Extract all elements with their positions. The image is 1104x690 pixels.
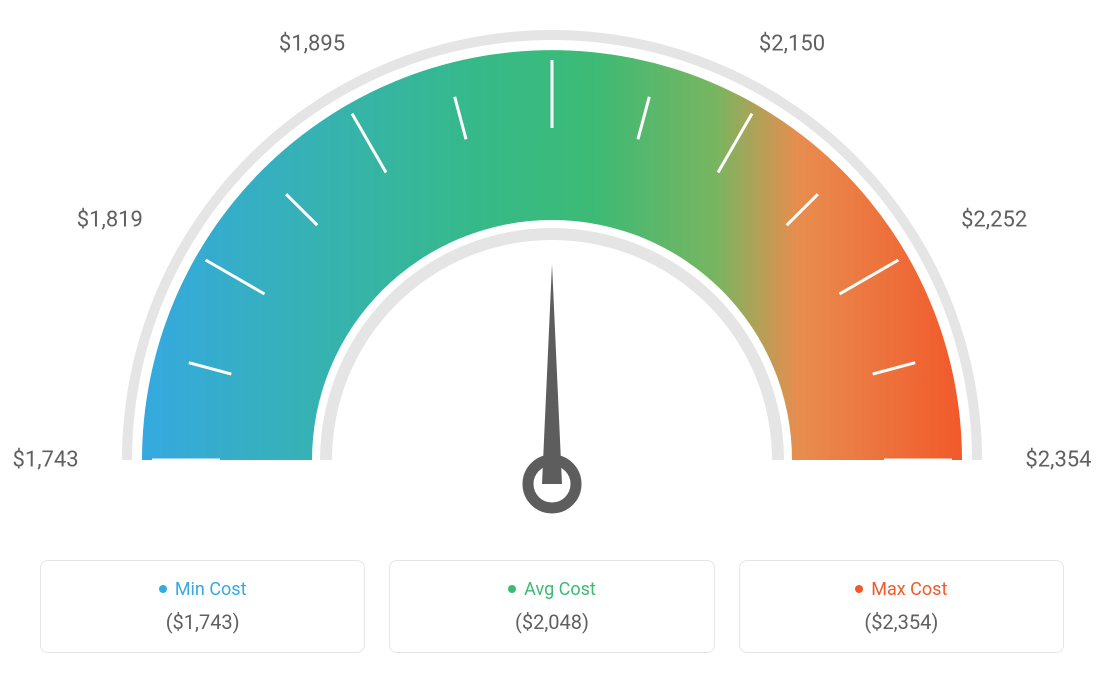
legend-value-max: ($2,354): [740, 610, 1063, 634]
tick-label: $2,252: [961, 208, 1027, 233]
tick-label: $1,743: [12, 448, 78, 473]
gauge-chart: $1,743$1,819$1,895$2,048$2,150$2,252$2,3…: [0, 0, 1104, 540]
tick-label: $1,895: [279, 32, 345, 57]
legend-value-min: ($1,743): [41, 610, 364, 634]
legend-card-max: Max Cost ($2,354): [739, 560, 1064, 653]
legend-title-avg: Avg Cost: [390, 579, 713, 600]
dot-icon: [159, 585, 167, 593]
tick-label: $2,354: [1025, 448, 1091, 473]
dot-icon: [508, 585, 516, 593]
legend-title-min: Min Cost: [41, 579, 364, 600]
gauge-svg: [0, 0, 1104, 540]
legend-label: Avg Cost: [524, 579, 596, 600]
tick-label: $2,150: [759, 32, 825, 57]
tick-label: $1,819: [77, 208, 143, 233]
legend-title-max: Max Cost: [740, 579, 1063, 600]
legend-value-avg: ($2,048): [390, 610, 713, 634]
legend-label: Min Cost: [175, 579, 247, 600]
legend-card-min: Min Cost ($1,743): [40, 560, 365, 653]
legend-label: Max Cost: [871, 579, 947, 600]
legend-card-avg: Avg Cost ($2,048): [389, 560, 714, 653]
legend-row: Min Cost ($1,743) Avg Cost ($2,048) Max …: [0, 560, 1104, 653]
dot-icon: [855, 585, 863, 593]
